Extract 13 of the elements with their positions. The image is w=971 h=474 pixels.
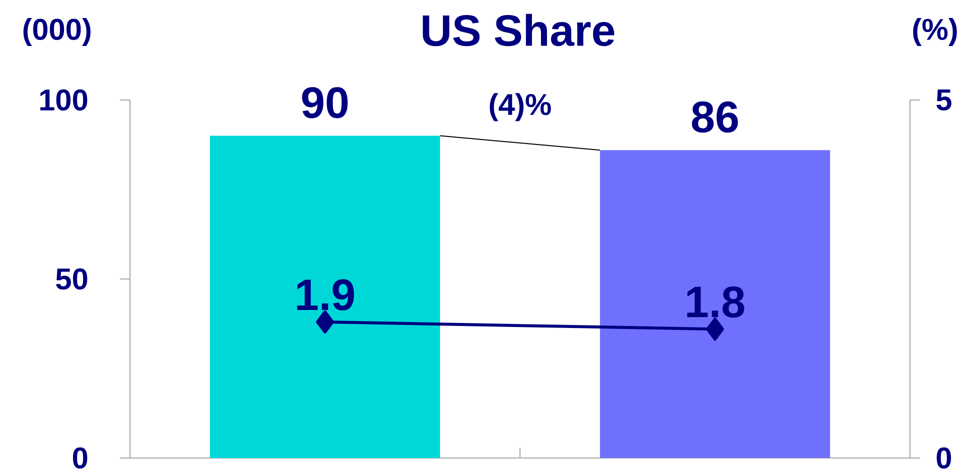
y2-tick-label: 0 xyxy=(936,447,951,469)
data-label: 1.8 xyxy=(687,286,744,318)
y-axis-title: (000) xyxy=(23,18,91,46)
y-tick-label: 100 xyxy=(40,89,88,111)
annotation: (4)% xyxy=(490,93,551,122)
data-label: 1.9 xyxy=(297,279,354,310)
y2-tick-label: 5 xyxy=(936,90,952,110)
y-tick-label: 0 xyxy=(72,447,88,469)
y-tick-label: 50 xyxy=(56,268,88,290)
y2-axis-title: (%) xyxy=(913,18,957,46)
data-label: 86 xyxy=(692,101,738,133)
chart-title: US Share xyxy=(422,14,614,46)
data-label: 90 xyxy=(302,87,348,118)
